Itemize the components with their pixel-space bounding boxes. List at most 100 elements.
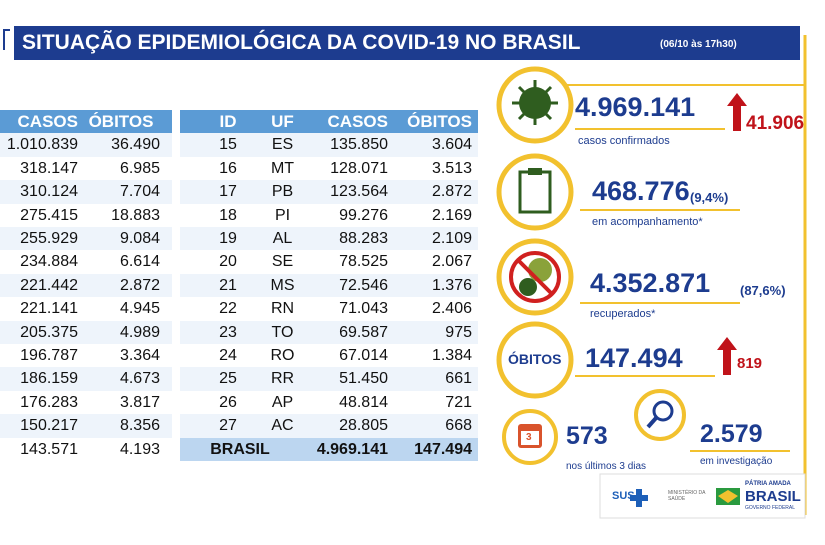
title: SITUAÇÃO EPIDEMIOLÓGICA DA COVID-19 NO B… (22, 31, 581, 54)
deaths-increase: 819 (737, 355, 763, 372)
monitoring-percent: (9,4%) (690, 190, 729, 205)
table-cell: 8.356 (119, 417, 160, 435)
clipboard-clip (528, 168, 542, 175)
table-cell: 22 (219, 300, 237, 318)
calendar-page (521, 431, 539, 445)
table-cell: 3.513 (431, 159, 472, 177)
table-cell: 23 (219, 323, 237, 341)
deaths-value: 147.494 (585, 343, 683, 373)
table-cell: 51.450 (339, 370, 388, 388)
table-cell: MT (270, 159, 295, 177)
table-cell: 1.010.839 (6, 136, 78, 154)
table-cell: 69.587 (339, 323, 388, 341)
table-cell: 2.872 (431, 183, 472, 201)
table-cell: 3.817 (119, 393, 160, 411)
table-cell: 255.929 (20, 230, 78, 247)
table-cell: 186.159 (20, 370, 78, 388)
table-cell: 975 (445, 323, 472, 341)
recent-label: nos últimos 3 dias (566, 461, 647, 472)
confirmed-value: 4.969.141 (575, 92, 696, 122)
row-band (180, 227, 478, 251)
table-cell: 721 (445, 393, 472, 411)
virus-spikes (512, 80, 558, 125)
confirmed-increase: 41.906 (746, 113, 805, 134)
magnifier-icon (652, 400, 674, 422)
table-cell: 99.276 (339, 206, 388, 224)
total-cell: 4.969.141 (316, 440, 388, 458)
table-cell: RN (270, 300, 295, 318)
table-cell: 72.546 (339, 276, 388, 294)
table-cell: 27 (219, 417, 237, 435)
table-cell: 26 (219, 393, 237, 411)
table-cell: 19 (219, 230, 237, 247)
table-cell: 668 (445, 417, 472, 435)
icon-circle (496, 321, 574, 399)
slogan: PÁTRIA AMADA (745, 481, 791, 487)
table-cell: SE (271, 253, 294, 271)
table-cell: 6.985 (119, 159, 160, 177)
table-cell: MS (270, 276, 295, 294)
government: GOVERNO FEDERAL (745, 505, 796, 511)
table-cell: 135.850 (330, 136, 388, 154)
table-cell: 4.945 (119, 300, 160, 318)
row-band (0, 180, 172, 204)
table-cell: 16 (219, 159, 237, 177)
table-cell: ES (271, 136, 294, 154)
monitoring-value: 468.776 (592, 176, 690, 206)
column-header: ID (219, 112, 237, 131)
table-cell: 28.805 (339, 417, 388, 435)
row-band (180, 273, 478, 298)
investigation-label: em investigação (700, 456, 773, 467)
recent-value: 573 (566, 422, 608, 450)
table-cell: 2.872 (119, 276, 160, 294)
table-cell: 24 (219, 347, 237, 364)
sus-logo: SUS (612, 490, 635, 502)
table-cell: 4.673 (119, 370, 160, 388)
title-bar (14, 26, 800, 60)
monitoring-label: em acompanhamento* (592, 216, 703, 228)
clipboard-icon (518, 170, 552, 214)
bracket (3, 29, 10, 50)
table-cell: 88.283 (339, 230, 388, 247)
table-cell: 143.571 (20, 440, 78, 458)
table-cell: 3.604 (431, 136, 472, 154)
table-cell: 1.384 (431, 347, 472, 364)
flag-diamond (718, 490, 738, 503)
table-cell: RO (270, 347, 295, 364)
table-cell: 1.376 (431, 276, 472, 294)
table-cell: 48.814 (339, 393, 388, 411)
no-icon (516, 258, 554, 296)
deaths-label: ÓBITOS (508, 351, 562, 367)
table-cell: 205.375 (20, 323, 78, 341)
table-cell: 9.084 (119, 230, 160, 247)
total-cell: 147.494 (414, 440, 472, 458)
underline (580, 302, 740, 304)
magnifier-handle (646, 416, 658, 429)
table-header (180, 110, 478, 133)
table-cell: AC (271, 417, 294, 435)
column-header: CASOS (17, 112, 78, 131)
increase-arrow (717, 337, 737, 375)
table-cell: 2.406 (431, 300, 472, 318)
recovered-label: recuperados* (590, 308, 656, 320)
column-header: ÓBITOS (407, 112, 472, 131)
table-cell: 150.217 (20, 417, 78, 435)
table-cell: 18.883 (111, 206, 160, 224)
icon-circle (634, 389, 686, 441)
confirmed-label: casos confirmados (578, 135, 670, 147)
row-band (0, 133, 172, 157)
column-header: CASOS (327, 112, 388, 131)
row-band (180, 133, 478, 157)
table-cell: 2.109 (431, 230, 472, 247)
ministry-logo: MINISTÉRIO DA SAÚDE (668, 490, 706, 502)
recovered-value: 4.352.871 (590, 268, 711, 298)
row-band (0, 320, 172, 344)
table-cell: PB (271, 183, 294, 201)
country: BRASIL (745, 488, 801, 505)
table-cell: 275.415 (20, 206, 78, 224)
increase-arrow (727, 93, 747, 131)
table-cell: 67.014 (339, 347, 388, 364)
sus-cross (630, 489, 648, 507)
